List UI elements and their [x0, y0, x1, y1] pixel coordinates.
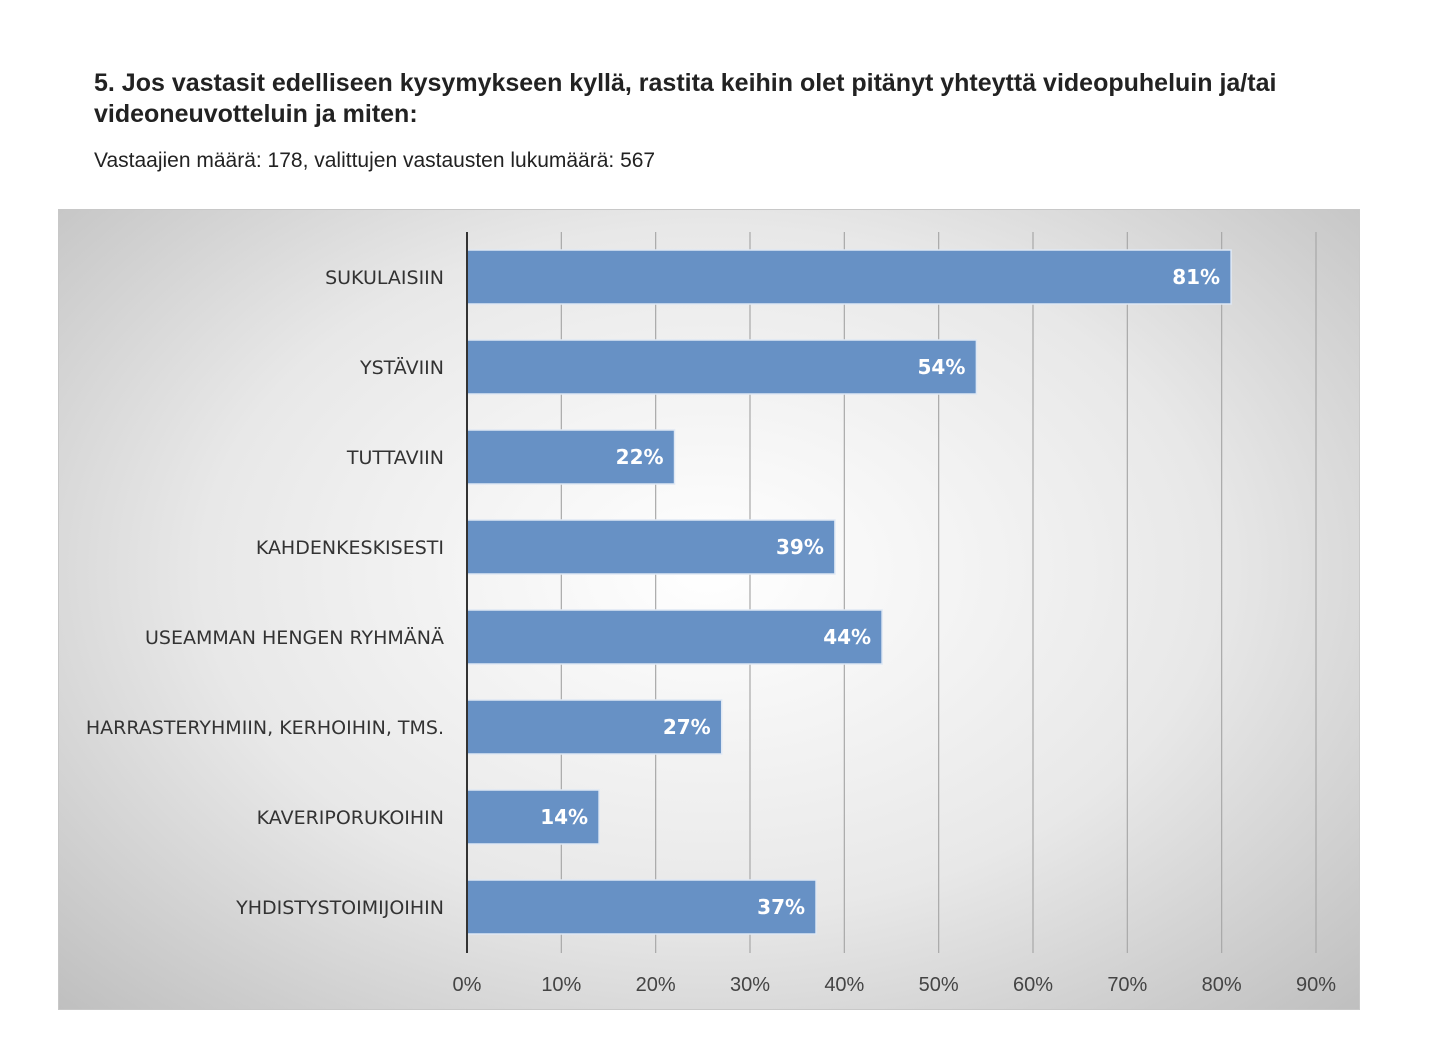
- bar: [466, 699, 723, 755]
- data-label: 27%: [663, 715, 711, 739]
- x-tick-label: 80%: [1202, 974, 1242, 996]
- category-label: YSTÄVIIN: [359, 356, 444, 379]
- category-label: USEAMMAN HENGEN RYHMÄNÄ: [145, 626, 444, 649]
- chart-subtitle: Vastaajien määrä: 178, valittujen vastau…: [94, 149, 656, 172]
- bar: [466, 519, 836, 575]
- chart-title: 5. Jos vastasit edelliseen kysymykseen k…: [94, 69, 1277, 128]
- bar: [466, 429, 676, 485]
- x-tick-label: 0%: [453, 974, 482, 996]
- bar: [466, 339, 978, 395]
- x-tick-label: 20%: [636, 974, 676, 996]
- bar: [466, 789, 600, 845]
- data-label: 22%: [616, 445, 664, 469]
- x-tick-label: 10%: [541, 974, 581, 996]
- category-label: TUTTAVIIN: [346, 447, 444, 469]
- category-label: SUKULAISIIN: [325, 267, 444, 289]
- x-tick-label: 60%: [1013, 974, 1053, 996]
- data-label: 37%: [757, 895, 805, 919]
- category-label: KAVERIPORUKOIHIN: [257, 807, 444, 829]
- bar: [466, 879, 817, 935]
- category-label: HARRASTERYHMIIN, KERHOIHIN, TMS.: [86, 717, 444, 739]
- bar: [466, 249, 1232, 305]
- bar: [466, 609, 883, 665]
- x-tick-label: 70%: [1107, 974, 1147, 996]
- data-label: 44%: [823, 625, 871, 649]
- x-tick-label: 90%: [1296, 974, 1336, 996]
- category-label: YHDISTYSTOIMIJOIHIN: [235, 897, 444, 919]
- data-label: 39%: [776, 535, 824, 559]
- x-tick-label: 40%: [824, 974, 864, 996]
- category-label: KAHDENKESKISESTI: [256, 537, 444, 559]
- x-tick-label: 50%: [919, 974, 959, 996]
- data-label: 81%: [1172, 265, 1220, 289]
- x-tick-label: 30%: [730, 974, 770, 996]
- data-label: 14%: [540, 805, 588, 829]
- data-label: 54%: [918, 355, 966, 379]
